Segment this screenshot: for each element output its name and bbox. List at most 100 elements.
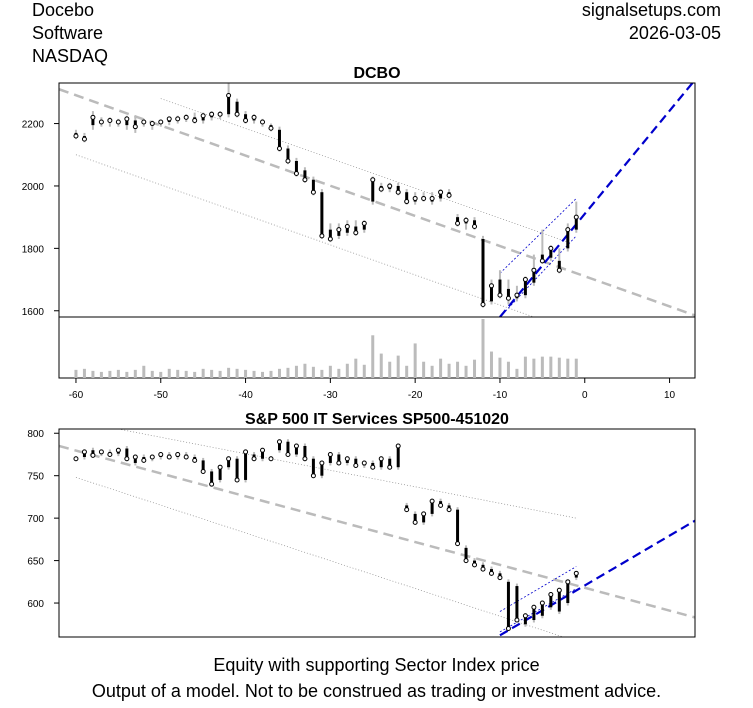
footer-caption: Equity with supporting Sector Index pric… — [213, 655, 540, 675]
candle-close-marker — [531, 604, 537, 610]
candle-close-marker — [234, 111, 240, 117]
candle-close-marker — [353, 230, 359, 236]
projection-line — [499, 519, 695, 637]
candle-close-marker — [166, 116, 172, 122]
candle-close-marker — [429, 195, 435, 201]
candle-close-marker — [421, 195, 427, 201]
projection-channel-lower — [499, 588, 577, 633]
candle-close-marker — [463, 558, 469, 564]
candle-close-marker — [141, 457, 147, 463]
y-tick-label: 750 — [27, 472, 44, 483]
y-tick-label: 2200 — [22, 120, 45, 131]
candle-close-marker — [251, 456, 257, 462]
candle-close-marker — [98, 119, 104, 125]
candle-close-marker — [344, 456, 350, 462]
candle-close-marker — [251, 114, 257, 120]
candle-close-marker — [268, 456, 274, 462]
candle-close-marker — [124, 116, 130, 122]
candle-close-marker — [132, 454, 138, 460]
y-tick-label: 2000 — [22, 182, 45, 193]
candle-close-marker — [370, 177, 376, 183]
x-tick-label: -50 — [154, 390, 169, 401]
candle-close-marker — [336, 227, 342, 233]
candle-close-marker — [344, 224, 350, 230]
candle-close-marker — [395, 189, 401, 195]
chart-date: 2026-03-05 — [628, 23, 721, 43]
candle-close-marker — [149, 454, 155, 460]
candle-close-marker — [573, 570, 579, 576]
candle-close-marker — [387, 183, 393, 189]
candle-close-marker — [522, 613, 528, 619]
candle-close-marker — [497, 292, 503, 298]
volume-frame — [58, 316, 696, 379]
candle-close-marker — [268, 125, 274, 131]
charts-canvas: DCBO 1600 1800 2000 2200 -60 -50 -40 -30 -20 -10 0 1… — [22, 65, 696, 638]
projection-channel-upper — [499, 566, 577, 612]
candle-close-marker — [166, 454, 172, 460]
candle-close-marker — [209, 481, 215, 487]
candle-close-marker — [446, 192, 452, 198]
candle-close-marker — [98, 449, 104, 455]
y-tick-label: 1600 — [22, 307, 45, 318]
candle-close-marker — [217, 111, 223, 117]
candle-close-marker — [200, 113, 206, 119]
site-info: signalsetups.com 2026-03-05 — [582, 0, 721, 45]
candle-close-marker — [226, 456, 232, 462]
candle-close-marker — [310, 473, 316, 479]
plot-area — [59, 429, 695, 637]
chart-0: DCBO 1600 1800 2000 2200 -60 -50 -40 -30 -20 -10 0 1… — [22, 65, 696, 401]
projection-channel-lower — [499, 235, 577, 317]
company-name-line-2: Software — [32, 23, 104, 43]
candle-close-marker — [429, 498, 435, 504]
candle-close-marker — [192, 117, 198, 123]
y-tick-label: 600 — [27, 599, 44, 610]
candle-close-marker — [463, 217, 469, 223]
candle-close-marker — [217, 464, 223, 470]
candle-close-marker — [336, 460, 342, 466]
x-tick-label: 0 — [582, 390, 588, 401]
candle-close-marker — [514, 617, 520, 623]
candle-close-marker — [226, 92, 232, 98]
candle-close-marker — [81, 136, 87, 142]
candle-close-marker — [158, 451, 164, 457]
channel-upper-line — [118, 429, 577, 519]
candle-close-marker — [548, 592, 554, 598]
x-tick-label: 10 — [664, 390, 676, 401]
candle-close-marker — [90, 114, 96, 120]
candle-close-marker — [446, 507, 452, 513]
candle-close-marker — [285, 158, 291, 164]
candle-close-marker — [115, 119, 121, 125]
trend-line — [59, 444, 695, 619]
candle-close-marker — [81, 449, 87, 455]
candle-close-marker — [556, 267, 562, 273]
channel-lower-line — [75, 477, 565, 637]
projection-channel-upper — [499, 198, 577, 274]
candle-close-marker — [90, 452, 96, 458]
candle-close-marker — [522, 277, 528, 283]
candle-close-marker — [141, 119, 147, 125]
site-name: signalsetups.com — [581, 0, 721, 20]
y-tick-label: 650 — [27, 557, 44, 568]
candle-close-marker — [200, 468, 206, 474]
x-tick-label: -10 — [493, 390, 508, 401]
candle-close-marker — [293, 170, 299, 176]
candle-close-marker — [488, 283, 494, 289]
candle-close-marker — [243, 117, 249, 123]
y-tick-label: 1800 — [22, 244, 45, 255]
candle-close-marker — [378, 186, 384, 192]
candle-close-marker — [260, 447, 266, 453]
candle-close-marker — [505, 295, 511, 301]
candle-close-marker — [497, 575, 503, 581]
candle-close-marker — [370, 464, 376, 470]
candle-close-marker — [107, 451, 113, 457]
candle-close-marker — [455, 220, 461, 226]
candle-close-marker — [192, 457, 198, 463]
candle-close-marker — [73, 456, 79, 462]
candle-close-marker — [175, 116, 181, 122]
x-tick-label: -20 — [408, 390, 423, 401]
candle-close-marker — [302, 456, 308, 462]
candle-close-marker — [395, 443, 401, 449]
candle-close-marker — [353, 463, 359, 469]
x-tick-label: -60 — [69, 390, 84, 401]
candle-close-marker — [183, 454, 189, 460]
